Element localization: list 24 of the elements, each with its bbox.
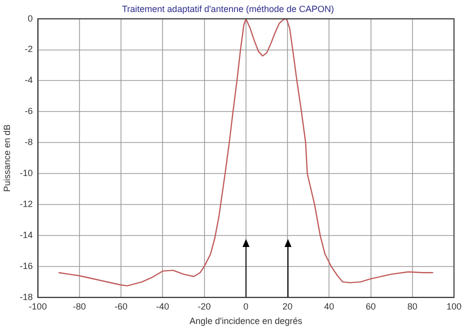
x-tick-label: 100 (446, 301, 462, 312)
x-tick-label: -100 (28, 301, 47, 312)
y-tick-label: -16 (20, 260, 33, 271)
x-tick-label: -40 (156, 301, 170, 312)
x-tick-label: 20 (282, 301, 293, 312)
x-tick-label: 40 (324, 301, 334, 312)
y-tick-label: -14 (20, 230, 33, 240)
x-tick-label: -80 (72, 301, 86, 312)
y-tick-label: -18 (20, 292, 33, 302)
x-tick-label: -60 (114, 301, 128, 312)
y-axis-title: Puissance en dB (2, 124, 12, 192)
x-axis-title: Angle d'incidence en degrés (190, 316, 303, 326)
y-tick-label: -12 (20, 199, 33, 210)
x-tick-label: 60 (366, 301, 376, 312)
y-tick-label: -6 (24, 106, 33, 116)
y-tick-label: -8 (24, 137, 33, 148)
y-tick-label: -10 (20, 168, 33, 178)
y-tick-label: -4 (24, 75, 33, 86)
x-tick-label: -20 (198, 301, 211, 312)
chart-title: Traitement adaptatif d'antenne (méthode de CAPON) (122, 4, 334, 14)
x-tick-label: 80 (407, 301, 418, 312)
x-tick-label: 0 (243, 301, 248, 312)
y-tick-label: 0 (28, 13, 33, 24)
y-tick-label: -2 (24, 44, 33, 54)
